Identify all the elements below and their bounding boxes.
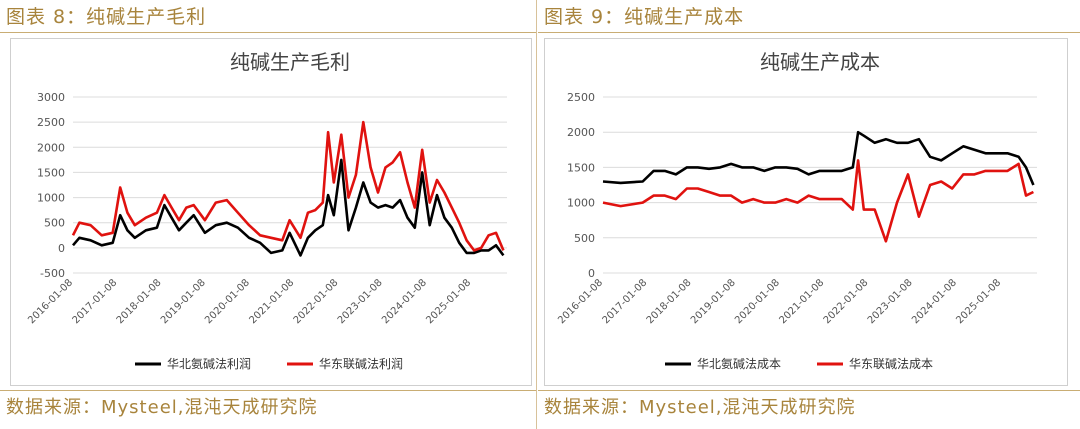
x-tick-label: 2017-01-08 [601, 277, 650, 326]
x-tick-label: 2023-01-08 [336, 277, 385, 326]
x-tick-label: 2018-01-08 [645, 277, 694, 326]
chart-9-frame: 纯碱生产成本 0 500 1000 1500 2000 2500 2016-01-08 2017… [544, 38, 1068, 386]
y-tick-label: 500 [44, 217, 65, 230]
x-tick-label: 2020-01-08 [203, 277, 252, 326]
y-tick-label: -500 [40, 267, 65, 280]
chart-8-svg: 纯碱生产毛利 -500 0 500 1000 1500 2000 2500 3000 2016-0… [26, 50, 507, 371]
x-tick-label: 2024-01-08 [380, 277, 429, 326]
y-tick-label: 1000 [37, 192, 65, 205]
x-tick-label: 2019-01-08 [689, 277, 738, 326]
x-tick-label: 2023-01-08 [866, 277, 915, 326]
legend-label: 华东联碱法利润 [319, 357, 403, 371]
y-tick-label: 3000 [37, 91, 65, 104]
figure-9-header: 图表 9：纯碱生产成本 [544, 6, 745, 28]
figure-9-panel: 图表 9：纯碱生产成本 纯碱生产成本 0 500 1000 1500 2000 2500 20… [538, 0, 1080, 429]
x-tick-label: 2021-01-08 [777, 277, 826, 326]
y-tick-label: 1500 [37, 166, 65, 179]
legend-label: 华北氨碱法利润 [167, 357, 251, 371]
figure-8-source: 数据来源：Mysteel,混沌天成研究院 [6, 397, 318, 418]
x-tick-label: 2017-01-08 [71, 277, 120, 326]
chart-9-svg: 纯碱生产成本 0 500 1000 1500 2000 2500 2016-01-082017… [556, 50, 1037, 371]
footer-rule [538, 390, 1080, 391]
y-tick-label: 1000 [567, 197, 595, 210]
x-tick-label: 2025-01-08 [954, 277, 1003, 326]
panel-divider [536, 0, 537, 429]
x-tick-label: 2022-01-08 [822, 277, 871, 326]
y-tick-label: 2000 [567, 126, 595, 139]
header-rule [538, 32, 1080, 33]
y-tick-label: 0 [58, 242, 65, 255]
y-tick-label: 1500 [567, 161, 595, 174]
y-tick-label: 0 [588, 267, 595, 280]
header-rule [0, 32, 536, 33]
figure-8-header: 图表 8：纯碱生产毛利 [6, 6, 207, 28]
series-line [602, 159, 1034, 243]
figure-9-source: 数据来源：Mysteel,混沌天成研究院 [544, 397, 856, 418]
x-tick-label: 2016-01-08 [26, 277, 75, 326]
x-tick-label: 2020-01-08 [733, 277, 782, 326]
x-tick-label: 2025-01-08 [424, 277, 473, 326]
y-tick-label: 2500 [567, 91, 595, 104]
chart-8-frame: 纯碱生产毛利 -500 0 500 1000 1500 2000 2500 3000 2016-0… [10, 38, 532, 386]
legend-label: 华北氨碱法成本 [697, 357, 781, 371]
y-tick-label: 2500 [37, 116, 65, 129]
figure-8-panel: 图表 8：纯碱生产毛利 纯碱生产毛利 -500 0 500 1000 1500 2000 25… [0, 0, 536, 429]
x-tick-label: 2021-01-08 [247, 277, 296, 326]
x-tick-label: 2022-01-08 [292, 277, 341, 326]
x-tick-label: 2016-01-08 [556, 277, 605, 326]
footer-rule [0, 390, 536, 391]
series-line [72, 158, 505, 257]
chart-title: 纯碱生产成本 [760, 50, 880, 74]
series-line [602, 130, 1035, 186]
legend-label: 华东联碱法成本 [849, 357, 933, 371]
x-tick-label: 2018-01-08 [115, 277, 164, 326]
chart-title: 纯碱生产毛利 [230, 50, 350, 74]
x-tick-label: 2019-01-08 [159, 277, 208, 326]
series-line [71, 120, 505, 252]
x-tick-label: 2024-01-08 [910, 277, 959, 326]
y-tick-label: 500 [574, 232, 595, 245]
y-tick-label: 2000 [37, 141, 65, 154]
